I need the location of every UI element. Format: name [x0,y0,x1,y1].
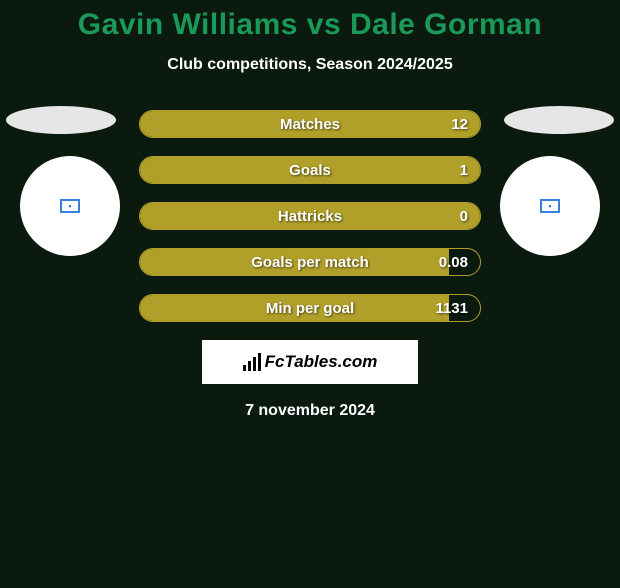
site-logo[interactable]: FcTables.com [202,340,418,384]
stat-value: 0.08 [439,254,468,271]
stat-value: 1131 [435,300,468,317]
stat-row: Hattricks 0 [139,202,481,230]
stat-value: 1 [460,162,468,179]
club-badge-right: • [500,156,600,256]
stat-value: 12 [451,116,468,133]
page-title: Gavin Williams vs Dale Gorman [0,8,620,42]
logo-text: FcTables.com [265,352,378,372]
stat-value: 0 [460,208,468,225]
player-right-shadow [504,106,614,134]
flag-icon: • [60,199,80,213]
stat-label: Matches [280,116,340,133]
date-label: 7 november 2024 [0,402,620,420]
subtitle: Club competitions, Season 2024/2025 [0,56,620,74]
stat-row: Goals per match 0.08 [139,248,481,276]
stat-row: Min per goal 1131 [139,294,481,322]
comparison-panel: • • Matches 12 Goals 1 Hattricks 0 Goals per m… [0,110,620,420]
bar-chart-icon [243,353,261,371]
player-left-shadow [6,106,116,134]
stat-label: Min per goal [266,300,354,317]
stats-list: Matches 12 Goals 1 Hattricks 0 Goals per match… [139,110,481,322]
stat-row: Matches 12 [139,110,481,138]
stat-label: Goals per match [251,254,369,271]
stat-row: Goals 1 [139,156,481,184]
stat-label: Goals [289,162,331,179]
stat-label: Hattricks [278,208,342,225]
flag-icon: • [540,199,560,213]
club-badge-left: • [20,156,120,256]
